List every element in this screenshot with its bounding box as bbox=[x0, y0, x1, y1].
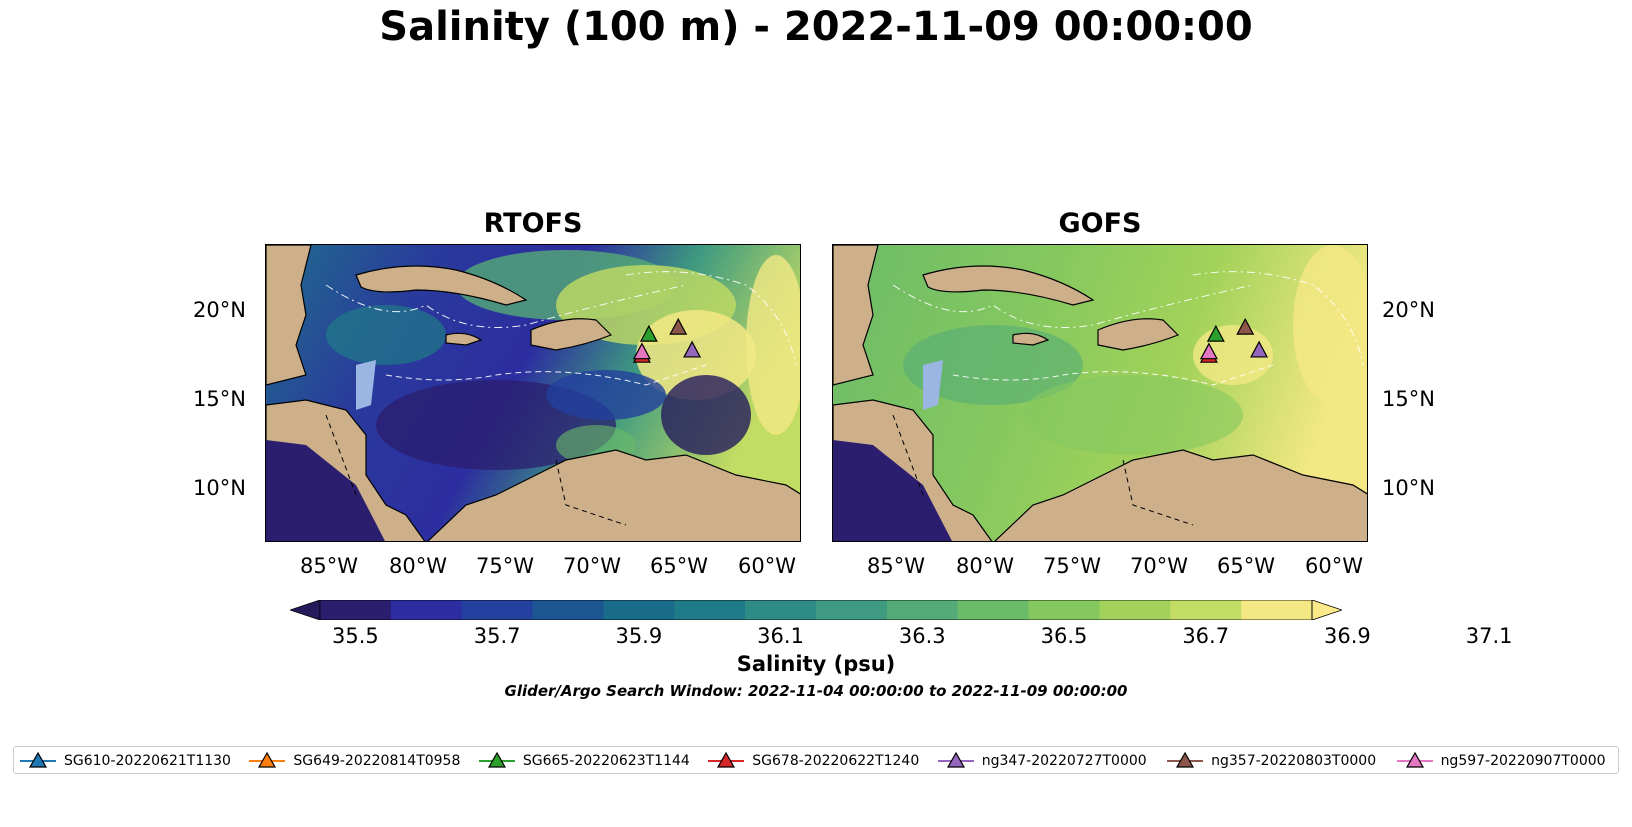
glider-marker bbox=[632, 342, 651, 360]
lat-label: 20°N bbox=[193, 298, 246, 322]
legend-label: SG678-20220622T1240 bbox=[752, 753, 920, 769]
colorbar-tick-label: 36.1 bbox=[757, 624, 804, 648]
colorbar-segment bbox=[674, 600, 746, 620]
colorbar-segment bbox=[603, 600, 675, 620]
colorbar bbox=[290, 600, 1342, 620]
legend-label: SG649-20220814T0958 bbox=[293, 753, 461, 769]
lat-label: 15°N bbox=[193, 387, 246, 411]
legend-label: SG610-20220621T1130 bbox=[64, 753, 231, 769]
legend-label: ng597-20220907T0000 bbox=[1440, 753, 1606, 769]
lat-label: 10°N bbox=[193, 476, 246, 500]
legend-item: ng597-20220907T0000 bbox=[1396, 751, 1606, 771]
lat-label: 20°N bbox=[1382, 298, 1435, 322]
lon-label: 85°W bbox=[867, 554, 925, 578]
legend-item: SG665-20220623T1144 bbox=[478, 751, 690, 771]
triangle-marker-icon bbox=[937, 751, 974, 768]
lon-label: 75°W bbox=[476, 554, 534, 578]
colorbar-tick-label: 36.9 bbox=[1324, 624, 1371, 648]
legend-item: SG649-20220814T0958 bbox=[249, 751, 460, 771]
legend-label: ng347-20220727T0000 bbox=[981, 753, 1147, 769]
colorbar-under-extension bbox=[290, 600, 321, 620]
legend-label: SG665-20220623T1144 bbox=[522, 753, 690, 769]
colorbar-segment bbox=[1241, 600, 1313, 620]
lon-label: 60°W bbox=[738, 554, 796, 578]
glider-marker bbox=[683, 340, 702, 358]
colorbar-segment bbox=[1028, 600, 1100, 620]
colorbar-segment bbox=[320, 600, 392, 620]
lon-label: 70°W bbox=[1130, 554, 1188, 578]
triangle-marker-icon bbox=[1396, 751, 1433, 768]
triangle-marker-icon bbox=[1167, 751, 1204, 768]
colorbar-outline bbox=[319, 600, 1313, 620]
legend-item: ng347-20220727T0000 bbox=[937, 751, 1147, 771]
colorbar-segment bbox=[461, 600, 534, 620]
colorbar-over-extension bbox=[1311, 600, 1342, 620]
triangle-marker-icon bbox=[478, 751, 515, 768]
panel-title-rtofs: RTOFS bbox=[483, 208, 583, 239]
colorbar-tick-label: 36.3 bbox=[898, 624, 946, 648]
lon-label: 60°W bbox=[1305, 554, 1363, 578]
colorbar-tick-labels: 35.5 35.7 35.9 36.1 36.3 36.5 36.7 36.9 37.1 bbox=[0, 624, 1632, 652]
colorbar-label: Salinity (psu) bbox=[736, 652, 896, 676]
lat-label: 10°N bbox=[1382, 476, 1435, 500]
colorbar-segment bbox=[1099, 600, 1171, 620]
legend: SG610-20220621T1130 SG649-20220814T0958 SG… bbox=[13, 746, 1619, 774]
glider-marker bbox=[1199, 342, 1218, 360]
glider-marker bbox=[639, 324, 658, 342]
search-window-caption: Glider/Argo Search Window: 2022-11-04 00… bbox=[504, 682, 1128, 700]
glider-marker bbox=[1206, 324, 1225, 342]
figure-title: Salinity (100 m) - 2022-11-09 00:00:00 bbox=[379, 4, 1253, 50]
lon-axis-labels: 85°W 80°W 75°W 70°W 65°W 60°W 85°W 80°W … bbox=[0, 554, 1632, 584]
lat-label: 15°N bbox=[1382, 387, 1435, 411]
colorbar-segment bbox=[957, 600, 1030, 620]
colorbar-segment bbox=[390, 600, 463, 620]
legend-item: ng357-20220803T0000 bbox=[1167, 751, 1376, 771]
legend-label: ng357-20220803T0000 bbox=[1211, 753, 1377, 769]
lon-label: 75°W bbox=[1043, 554, 1101, 578]
map-panel-rtofs bbox=[265, 244, 801, 542]
colorbar-tick-label: 35.5 bbox=[332, 624, 379, 648]
colorbar-tick-label: 35.9 bbox=[615, 624, 663, 648]
glider-marker bbox=[1250, 340, 1269, 358]
triangle-marker-icon bbox=[20, 751, 56, 768]
colorbar-segment bbox=[816, 600, 888, 620]
colorbar-tick-label: 37.1 bbox=[1465, 624, 1513, 648]
lon-label: 80°W bbox=[389, 554, 447, 578]
colorbar-tick-label: 35.7 bbox=[473, 624, 521, 648]
salinity-map-gofs bbox=[833, 245, 1367, 541]
lon-label: 85°W bbox=[300, 554, 358, 578]
lon-label: 70°W bbox=[563, 554, 621, 578]
colorbar-segment bbox=[886, 600, 959, 620]
salinity-map-rtofs bbox=[266, 245, 800, 541]
colorbar-segment bbox=[532, 600, 604, 620]
glider-marker bbox=[1236, 317, 1255, 335]
lon-label: 65°W bbox=[650, 554, 708, 578]
panel-title-gofs: GOFS bbox=[1058, 208, 1142, 239]
map-panel-gofs bbox=[832, 244, 1368, 542]
triangle-marker-icon bbox=[249, 751, 286, 768]
legend-item: SG678-20220622T1240 bbox=[708, 751, 919, 771]
legend-item: SG610-20220621T1130 bbox=[20, 751, 231, 771]
lon-label: 80°W bbox=[956, 554, 1014, 578]
colorbar-tick-label: 36.7 bbox=[1182, 624, 1230, 648]
colorbar-tick-label: 36.5 bbox=[1040, 624, 1088, 648]
lon-label: 65°W bbox=[1217, 554, 1275, 578]
glider-marker bbox=[669, 317, 688, 335]
colorbar-segment bbox=[1170, 600, 1242, 620]
triangle-marker-icon bbox=[708, 751, 745, 768]
colorbar-segment bbox=[745, 600, 817, 620]
